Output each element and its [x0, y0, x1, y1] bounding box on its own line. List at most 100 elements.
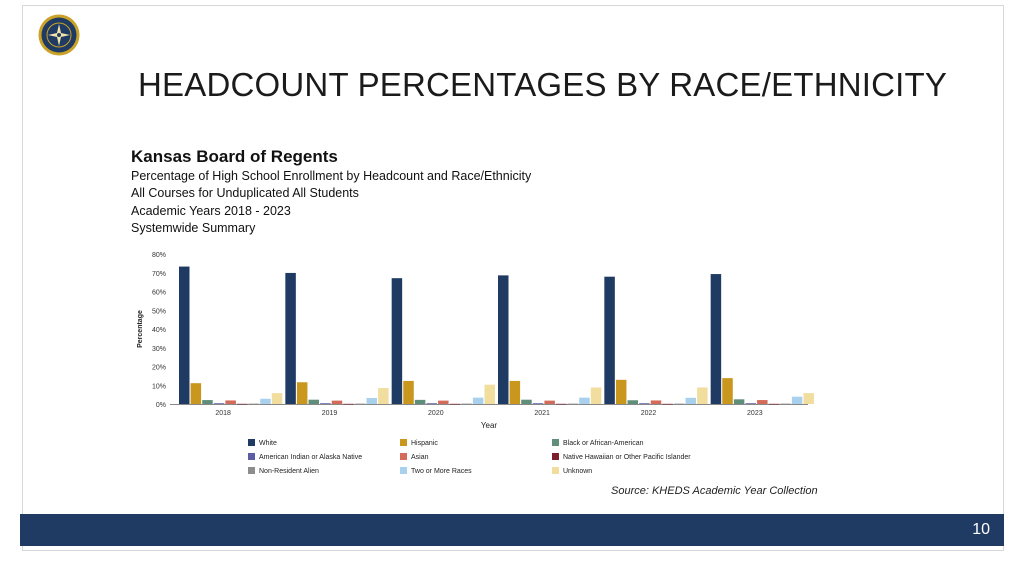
y-axis-title: Percentage — [137, 310, 144, 348]
bar — [472, 397, 484, 404]
bar — [260, 398, 271, 404]
bar — [697, 387, 708, 404]
bar — [213, 403, 225, 404]
bar — [343, 403, 354, 405]
bar — [296, 382, 308, 404]
bar — [627, 400, 639, 404]
bar — [780, 403, 791, 405]
enrollment-bar-chart: 0% 10% 20% 30% 40% 50% 60% 70% 80% Percentage 2018… — [137, 252, 814, 475]
bar — [590, 387, 602, 404]
legend-label: Black or African-American — [563, 440, 644, 447]
x-tick-label: 2019 — [322, 410, 338, 417]
bar — [179, 266, 190, 404]
bar — [248, 403, 260, 405]
y-tick-label: 60% — [152, 290, 166, 297]
legend-label: White — [259, 440, 277, 447]
bar — [414, 399, 426, 404]
x-tick-label: 2023 — [747, 410, 763, 417]
legend-label: Asian — [411, 454, 429, 461]
bar — [320, 403, 331, 404]
y-tick-label: 70% — [152, 271, 166, 278]
legend-swatch — [400, 467, 407, 474]
source-note: Source: KHEDS Academic Year Collection — [611, 485, 818, 497]
bar — [403, 380, 414, 404]
bar — [285, 272, 296, 404]
bar — [673, 403, 685, 405]
bar — [650, 400, 662, 404]
bar — [461, 403, 472, 405]
bar — [202, 400, 213, 404]
bar — [556, 403, 567, 405]
x-tick-label: 2018 — [215, 410, 231, 417]
bar — [544, 400, 555, 404]
bar — [378, 388, 389, 404]
bar — [615, 379, 627, 404]
bar — [685, 397, 697, 404]
report-header: Kansas Board of Regents Percentage of Hi… — [131, 146, 531, 238]
page-number: 10 — [972, 521, 990, 538]
bar — [484, 384, 495, 404]
report-subtitle-2: All Courses for Unduplicated All Student… — [131, 186, 359, 201]
legend-swatch — [400, 453, 407, 460]
x-tick-label: 2022 — [641, 410, 657, 417]
bar — [521, 399, 532, 404]
y-tick-label: 80% — [152, 252, 166, 259]
x-axis-title: Year — [481, 421, 498, 430]
bar — [308, 399, 320, 404]
legend-swatch — [552, 439, 559, 446]
bar — [438, 400, 449, 404]
bar — [639, 403, 650, 404]
bar — [722, 378, 733, 404]
bar — [768, 403, 780, 405]
bar — [366, 398, 378, 404]
bar — [579, 397, 590, 404]
bar — [604, 276, 615, 404]
bar — [532, 403, 544, 404]
legend-label: Unknown — [563, 468, 592, 475]
bar — [271, 393, 283, 404]
bar — [449, 403, 461, 405]
report-subtitle-3: Academic Years 2018 - 2023 — [131, 203, 291, 218]
y-tick-label: 10% — [152, 383, 166, 390]
bar — [225, 400, 236, 404]
y-tick-label: 30% — [152, 346, 166, 353]
legend-label: American Indian or Alaska Native — [259, 454, 362, 461]
bar — [331, 400, 343, 404]
legend-swatch — [248, 439, 255, 446]
seal-icon — [38, 14, 80, 56]
legend-swatch — [552, 467, 559, 474]
bar — [391, 278, 403, 404]
legend-swatch — [248, 467, 255, 474]
bar — [745, 403, 756, 404]
bar — [509, 380, 521, 404]
y-tick-label: 50% — [152, 308, 166, 315]
bar — [662, 403, 673, 405]
bar — [498, 275, 509, 404]
bar — [567, 403, 579, 405]
legend-label: Native Hawaiian or Other Pacific Islande… — [563, 454, 691, 461]
legend-label: Non-Resident Alien — [259, 468, 319, 475]
bar — [791, 396, 803, 404]
y-tick-label: 0% — [156, 402, 166, 409]
footer-bar: 10 — [20, 514, 1004, 546]
slide-title: HEADCOUNT PERCENTAGES BY RACE/ETHNICITY — [138, 66, 948, 103]
report-subtitle-4: Systemwide Summary — [131, 221, 256, 236]
bar — [757, 400, 768, 404]
bar — [710, 274, 722, 404]
legend-label: Hispanic — [411, 440, 438, 447]
bar — [190, 383, 202, 404]
bar — [733, 399, 745, 404]
legend-swatch — [552, 453, 559, 460]
y-tick-label: 40% — [152, 327, 166, 334]
legend-swatch — [248, 453, 255, 460]
x-tick-label: 2021 — [534, 410, 550, 417]
bar — [803, 393, 814, 404]
y-tick-label: 20% — [152, 365, 166, 372]
bar — [354, 403, 366, 405]
x-tick-label: 2020 — [428, 410, 444, 417]
slide-frame — [22, 5, 1004, 551]
report-subtitle-1: Percentage of High School Enrollment by … — [131, 169, 532, 183]
legend-label: Two or More Races — [411, 468, 472, 475]
bar — [237, 403, 248, 405]
bar — [426, 403, 437, 404]
